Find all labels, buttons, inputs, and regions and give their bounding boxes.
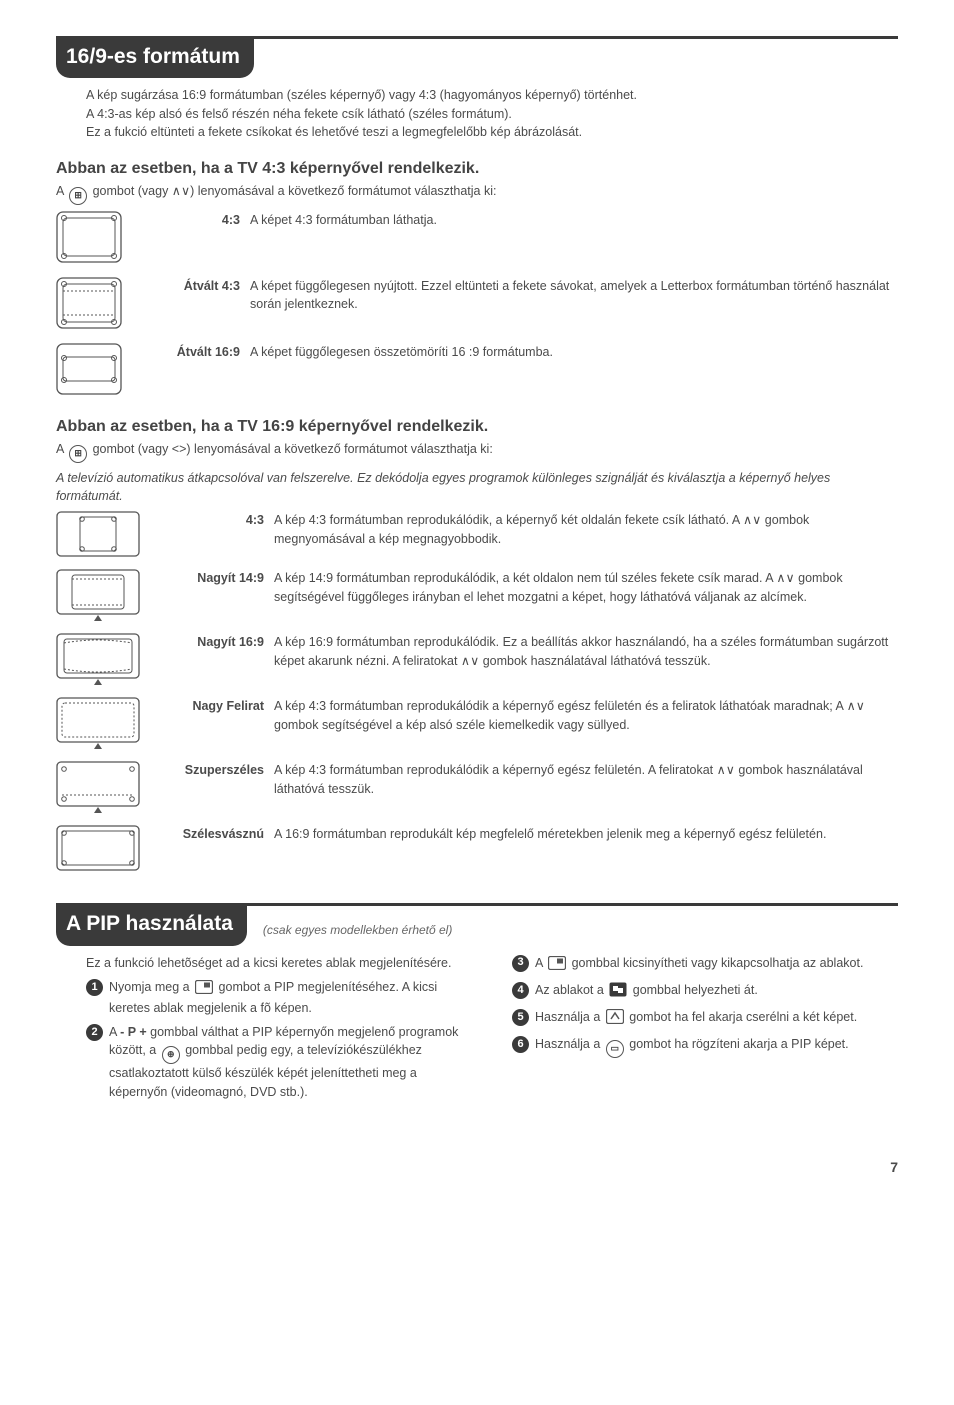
row-label: Átvált 16:9 (144, 343, 250, 399)
row-text: A kép 14:9 formátumban reprodukálódik, a… (274, 569, 898, 623)
format-row: Szélesvásznú A 16:9 formátumban reproduk… (56, 825, 898, 873)
step-badge-6: 6 (512, 1036, 529, 1053)
pip-text: A - P + gombbal válthat a PIP képernyőn … (109, 1023, 472, 1100)
source-key-icon: ⊕ (162, 1046, 180, 1064)
section1-header-rule: 16/9-es formátum (56, 36, 898, 78)
move-key-icon (609, 982, 627, 1002)
format-row: 4:3 A kép 4:3 formátumban reprodukálódik… (56, 511, 898, 559)
pip-text: Használja a gombot ha fel akarja cseréln… (535, 1008, 857, 1029)
row-text: A képet függőlegesen nyújtott. Ezzel elt… (250, 277, 898, 333)
row-text: A kép 4:3 formátumban reprodukálódik a k… (274, 697, 898, 751)
section2-title: A PIP használata (56, 905, 247, 945)
pip-col-left: Ez a funkció lehetõséget ad a kicsi kere… (86, 954, 472, 1107)
thumb-ws-14-9 (56, 569, 144, 623)
list-item: 6 Használja a ▭ gombot ha rögzíteni akar… (512, 1035, 898, 1058)
pip-text: Nyomja meg a gombot a PIP megjelenítéséh… (109, 978, 472, 1017)
thumb-ws-super (56, 761, 144, 815)
pip-intro: Ez a funkció lehetõséget ad a kicsi kere… (86, 954, 472, 972)
row-label: Szuperszéles (144, 761, 274, 815)
pip-text: Ez a funkció lehetõséget ad a kicsi kere… (86, 954, 452, 972)
thumb-4-3-letterbox (56, 277, 144, 333)
format-row: Szuperszéles A kép 4:3 formátumban repro… (56, 761, 898, 815)
sub2-title: Abban az esetben, ha a TV 16:9 képernyőv… (56, 415, 898, 438)
row-text: A kép 4:3 formátumban reprodukálódik, a … (274, 511, 898, 559)
row-label: Nagy Felirat (144, 697, 274, 751)
pip-text: A gombbal kicsinyítheti vagy kikapcsolha… (535, 954, 863, 975)
thumb-ws-wide (56, 825, 144, 873)
list-item: 3 A gombbal kicsinyítheti vagy kikapcsol… (512, 954, 898, 975)
intro-line: Ez a fukció eltünteti a fekete csíkokat … (86, 123, 898, 141)
step-badge-3: 3 (512, 955, 529, 972)
row-text: A kép 4:3 formátumban reprodukálódik a k… (274, 761, 898, 815)
sub2-note: A televízió automatikus átkapcsolóval va… (56, 469, 898, 505)
sub2-after: A ⊞ gombot (vagy <>) lenyomásával a köve… (56, 440, 898, 463)
sub1-after: A ⊞ gombot (vagy ∧∨) lenyomásával a köve… (56, 182, 898, 205)
row-label: Átvált 4:3 (144, 277, 250, 333)
pip-columns: Ez a funkció lehetõséget ad a kicsi kere… (86, 954, 898, 1107)
row-label: Nagyít 16:9 (144, 633, 274, 687)
format-row: Átvált 4:3 A képet függőlegesen nyújtott… (56, 277, 898, 333)
intro-line: A 4:3-as kép alsó és felső részén néha f… (86, 105, 898, 123)
row-label: 4:3 (144, 511, 274, 559)
format-row: Nagyít 14:9 A kép 14:9 formátumban repro… (56, 569, 898, 623)
intro-line: A kép sugárzása 16:9 formátumban (széles… (86, 86, 898, 104)
freeze-key-icon: ▭ (606, 1040, 624, 1058)
list-item: 5 Használja a gombot ha fel akarja cseré… (512, 1008, 898, 1029)
row-text: A kép 16:9 formátumban reprodukálódik. E… (274, 633, 898, 687)
swap-key-icon (606, 1009, 624, 1029)
page-number: 7 (56, 1157, 898, 1177)
pip-key-icon (548, 956, 566, 975)
row-label: Nagyít 14:9 (144, 569, 274, 623)
section2-header-rule: A PIP használata (csak egyes modellekben… (56, 903, 898, 945)
thumb-4-3-squeeze (56, 343, 144, 399)
pip-key-icon (195, 980, 213, 999)
thumb-ws-16-9 (56, 633, 144, 687)
thumb-ws-caption (56, 697, 144, 751)
pip-text: Az ablakot a gombbal helyezheti át. (535, 981, 758, 1002)
thumb-4-3-normal (56, 211, 144, 267)
row-text: A képet 4:3 formátumban láthatja. (250, 211, 898, 267)
section1-intro: A kép sugárzása 16:9 formátumban (széles… (86, 86, 898, 140)
format-row: Átvált 16:9 A képet függőlegesen összetö… (56, 343, 898, 399)
step-badge-2: 2 (86, 1024, 103, 1041)
list-item: 2 A - P + gombbal válthat a PIP képernyő… (86, 1023, 472, 1100)
format-row: Nagy Felirat A kép 4:3 formátumban repro… (56, 697, 898, 751)
row-label: Szélesvásznú (144, 825, 274, 873)
row-text: A képet függőlegesen összetömöríti 16 :9… (250, 343, 898, 399)
step-badge-1: 1 (86, 979, 103, 996)
list-item: 1 Nyomja meg a gombot a PIP megjelenítés… (86, 978, 472, 1017)
step-badge-5: 5 (512, 1009, 529, 1026)
row-text: A 16:9 formátumban reprodukált kép megfe… (274, 825, 898, 873)
section2-note: (csak egyes modellekben érhető el) (263, 922, 452, 939)
pip-text: Használja a ▭ gombot ha rögzíteni akarja… (535, 1035, 849, 1058)
format-key-icon: ⊞ (69, 445, 87, 463)
row-label: 4:3 (144, 211, 250, 267)
format-key-icon: ⊞ (69, 187, 87, 205)
format-row: 4:3 A képet 4:3 formátumban láthatja. (56, 211, 898, 267)
list-item: 4 Az ablakot a gombbal helyezheti át. (512, 981, 898, 1002)
pip-col-right: 3 A gombbal kicsinyítheti vagy kikapcsol… (512, 954, 898, 1107)
step-badge-4: 4 (512, 982, 529, 999)
format-row: Nagyít 16:9 A kép 16:9 formátumban repro… (56, 633, 898, 687)
section1-title: 16/9-es formátum (56, 38, 254, 78)
sub1-title: Abban az esetben, ha a TV 4:3 képernyőve… (56, 157, 898, 180)
thumb-ws-4-3 (56, 511, 144, 559)
